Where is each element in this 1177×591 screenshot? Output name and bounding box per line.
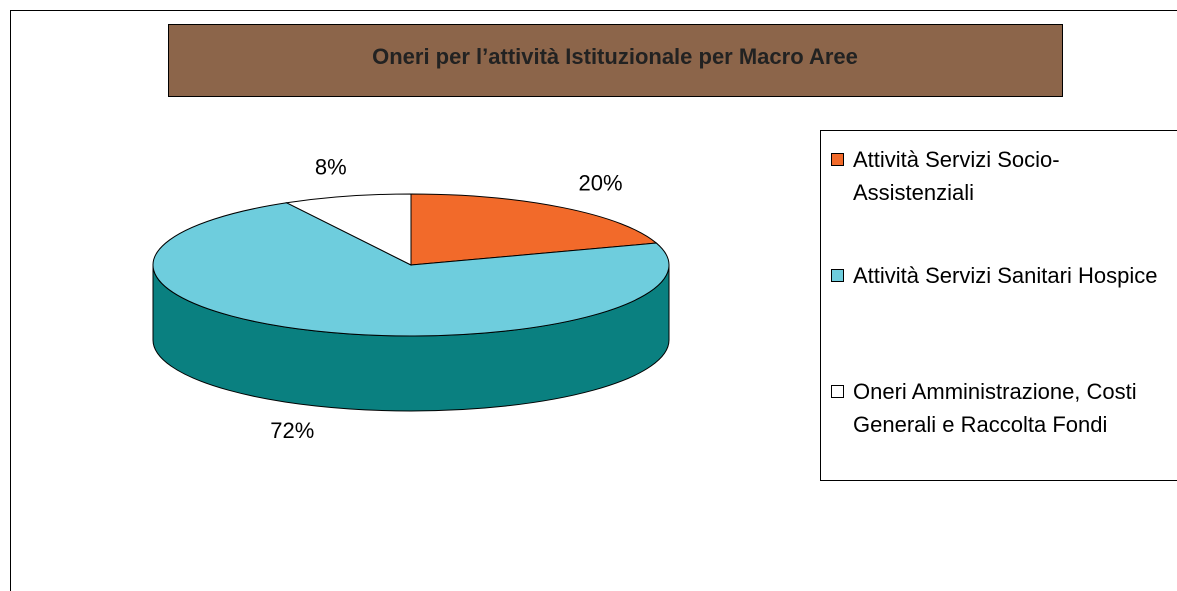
legend-entry: Attività Servizi Socio-Assistenziali	[831, 143, 1161, 209]
legend-swatch	[831, 385, 844, 398]
data-label: 72%	[270, 418, 314, 443]
slice	[152, 202, 670, 337]
slice	[410, 193, 658, 266]
legend-entry: Attività Servizi Sanitari Hospice	[831, 259, 1161, 292]
data-label: 20%	[579, 170, 623, 195]
chart-title: Oneri per l’attività Istituzionale per M…	[372, 44, 858, 69]
data-label: 8%	[315, 155, 347, 180]
legend-swatch	[831, 269, 844, 282]
legend-swatch	[831, 153, 844, 166]
title-box	[168, 24, 1063, 97]
legend-label: Oneri Amministrazione, Costi Generali e …	[853, 379, 1137, 437]
legend-entry: Oneri Amministrazione, Costi Generali e …	[831, 375, 1161, 441]
legend-label: Attività Servizi Sanitari Hospice	[853, 263, 1158, 288]
slice	[285, 193, 412, 266]
legend-label: Attività Servizi Socio-Assistenziali	[853, 147, 1060, 205]
legend: Attività Servizi Socio-Assistenziali Atti…	[820, 130, 1177, 481]
